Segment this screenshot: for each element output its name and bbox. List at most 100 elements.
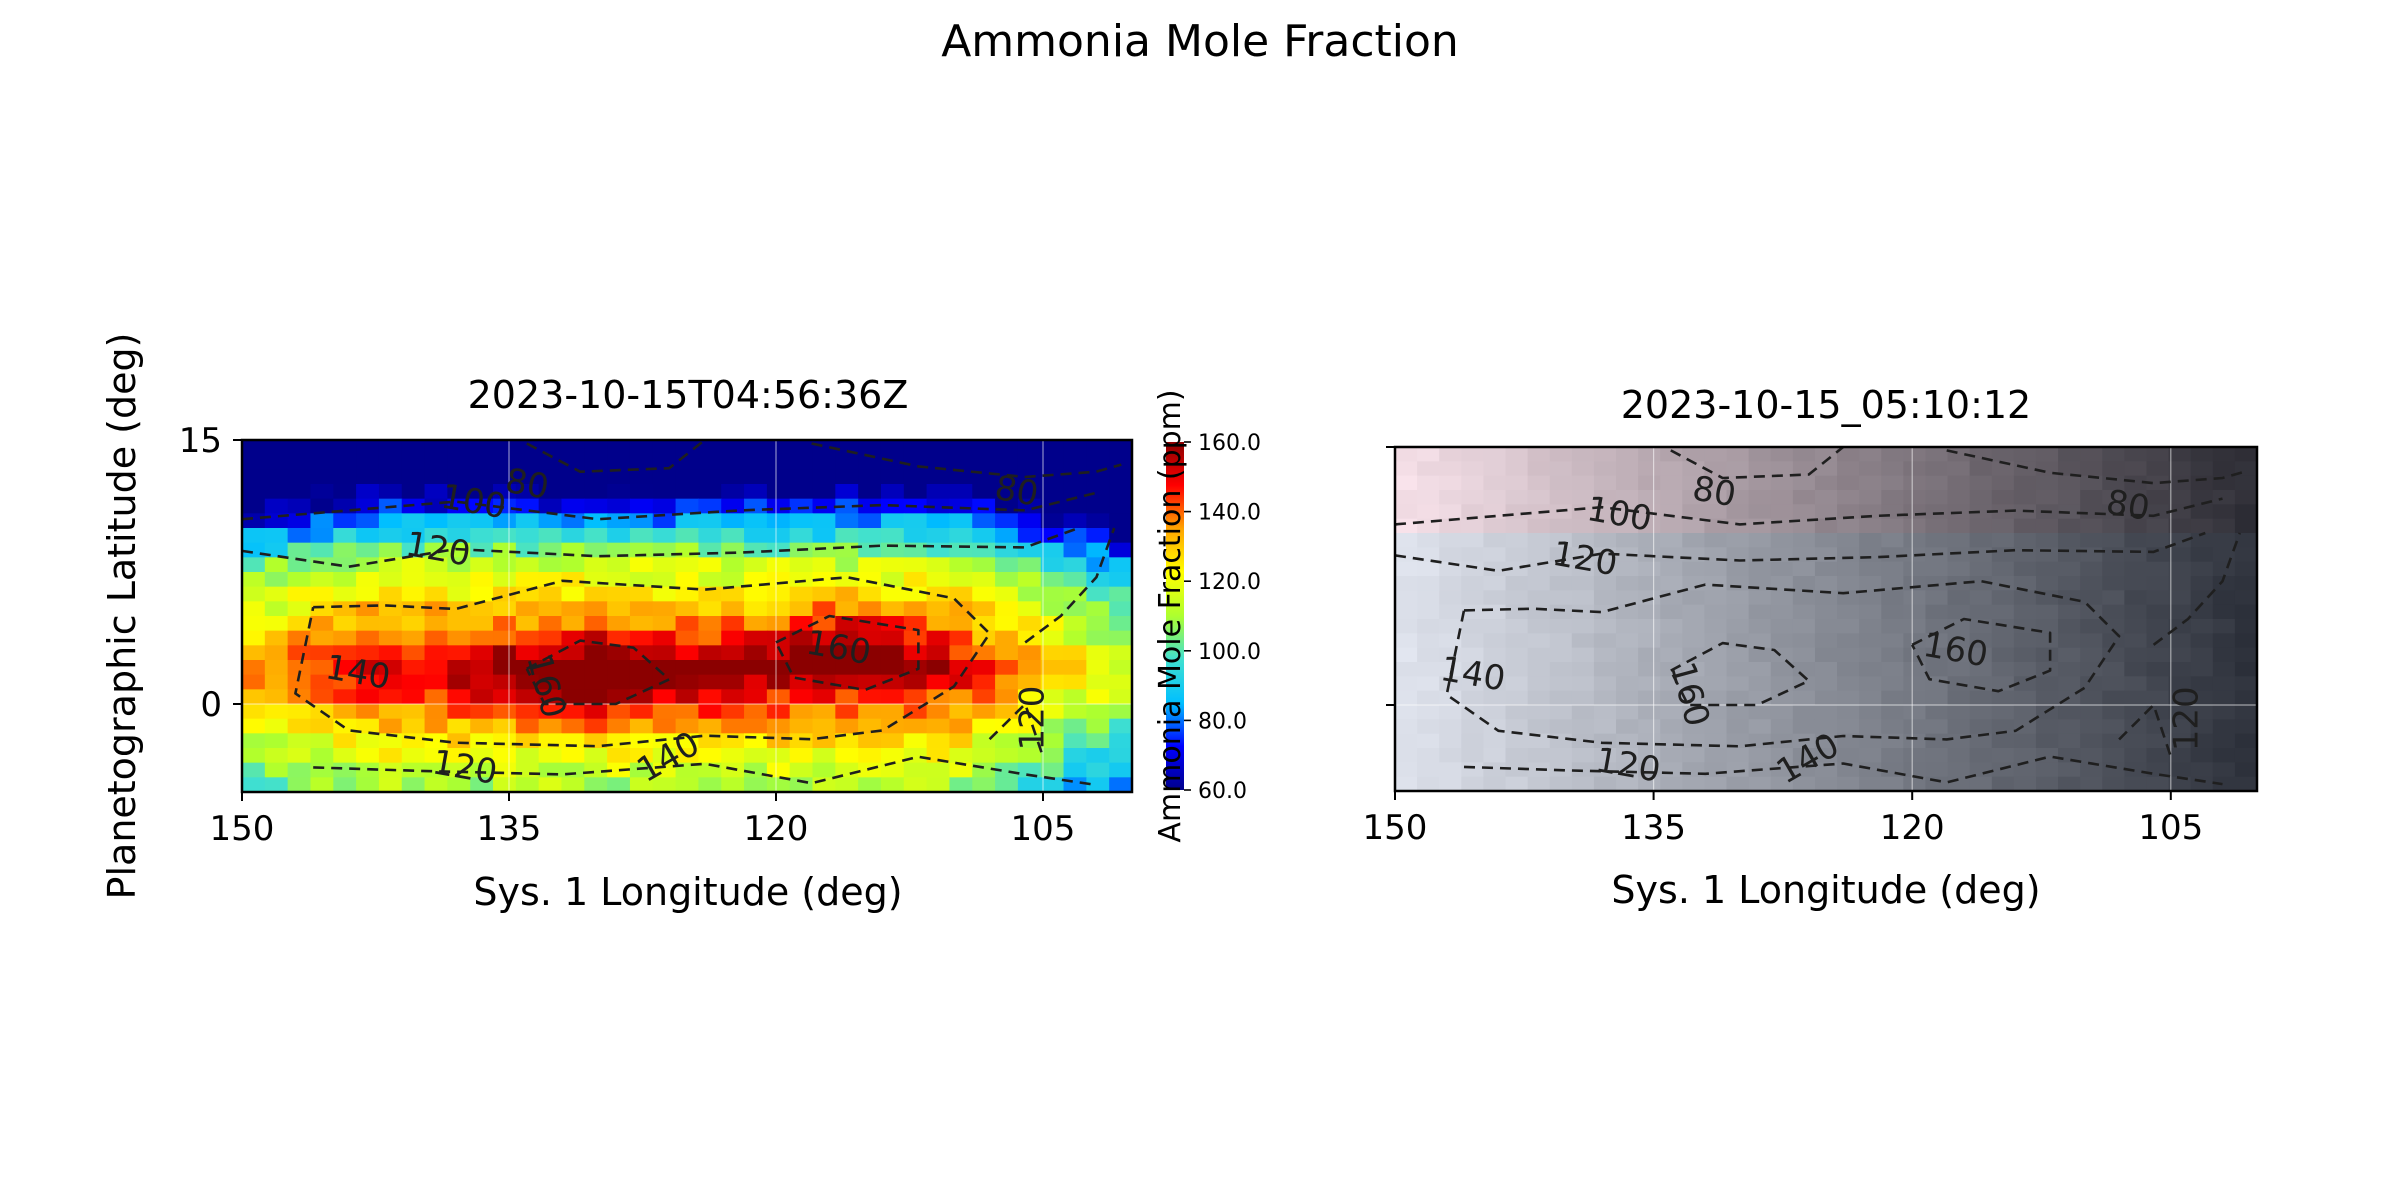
heatmap-cell — [1638, 576, 1661, 591]
heatmap-cell — [721, 469, 745, 485]
heatmap-cell — [2058, 518, 2081, 534]
heatmap-cell — [1505, 619, 1529, 634]
heatmap-cell — [2212, 705, 2236, 720]
heatmap-cell — [629, 718, 654, 734]
contour-label: 120 — [1013, 686, 1053, 751]
heatmap-cell — [333, 674, 357, 690]
heatmap-cell — [949, 440, 973, 456]
heatmap-cell — [789, 528, 814, 544]
heatmap-cell — [264, 498, 289, 514]
heatmap-cell — [1063, 586, 1087, 602]
heatmap-cell — [1660, 690, 1683, 706]
heatmap-cell — [1017, 484, 1042, 500]
heatmap-cell — [333, 616, 357, 632]
heatmap-cell — [1086, 762, 1110, 778]
heatmap-cell — [401, 601, 426, 617]
heatmap-cell — [1527, 533, 1551, 548]
heatmap-cell — [2146, 447, 2170, 462]
heatmap-cell — [1063, 454, 1087, 470]
heatmap-cell — [652, 484, 677, 500]
heatmap-cell — [1395, 776, 1418, 792]
heatmap-cell — [835, 748, 859, 764]
heatmap-cell — [1395, 490, 1418, 505]
heatmap-cell — [493, 645, 517, 661]
colorbar-gradient — [1166, 442, 1184, 790]
heatmap-cell — [424, 528, 448, 544]
heatmap-cell — [1881, 748, 1904, 763]
heatmap-cell — [310, 616, 334, 632]
heatmap-cell — [1461, 576, 1485, 591]
heatmap-cell — [2146, 776, 2170, 792]
heatmap-cell — [561, 440, 585, 456]
heatmap-cell — [310, 601, 334, 617]
heatmap-cell — [1682, 705, 1706, 720]
heatmap-cell — [264, 616, 289, 632]
heatmap-cell — [607, 484, 631, 500]
heatmap-cell — [584, 674, 608, 690]
heatmap-cell — [1616, 705, 1639, 720]
heatmap-cell — [949, 542, 973, 558]
heatmap-cell — [1086, 704, 1110, 720]
heatmap-cell — [880, 645, 905, 661]
heatmap-cell — [401, 704, 426, 720]
heatmap-cell — [2234, 533, 2258, 548]
heatmap-cell — [1792, 561, 1816, 577]
heatmap-cell — [378, 542, 403, 558]
heatmap-cell — [538, 454, 563, 470]
heatmap-cell — [1947, 604, 1971, 620]
heatmap-cell — [1571, 604, 1595, 620]
heatmap-cell — [2234, 590, 2258, 606]
heatmap-cell — [538, 542, 563, 558]
heatmap-cell — [1571, 461, 1595, 477]
heatmap-cell — [629, 689, 654, 705]
heatmap-cell — [1505, 762, 1529, 778]
heatmap-cell — [1571, 690, 1595, 706]
heatmap-cell — [242, 674, 266, 690]
heatmap-cell — [812, 660, 836, 676]
heatmap-cell — [766, 586, 791, 602]
heatmap-cell — [1638, 561, 1661, 577]
heatmap-cell — [2102, 762, 2125, 778]
heatmap-cell — [356, 718, 380, 734]
heatmap-cell — [1505, 662, 1529, 677]
heatmap-cell — [287, 616, 312, 632]
heatmap-cell — [629, 762, 654, 778]
heatmap-cell — [880, 748, 905, 764]
heatmap-cell — [1748, 461, 1772, 477]
heatmap-cell — [1593, 647, 1617, 663]
heatmap-cell — [1017, 689, 1042, 705]
heatmap-cell — [789, 616, 814, 632]
heatmap-cell — [1969, 733, 1993, 749]
heatmap-cell — [835, 630, 859, 646]
heatmap-cell — [378, 586, 403, 602]
heatmap-cell — [949, 704, 973, 720]
heatmap-cell — [789, 454, 814, 470]
heatmap-cell — [607, 777, 631, 793]
heatmap-cell — [880, 469, 905, 485]
heatmap-cell — [447, 440, 471, 456]
heatmap-cell — [949, 528, 973, 544]
heatmap-cell — [242, 498, 266, 514]
heatmap-cell — [744, 616, 768, 632]
heatmap-cell — [2190, 705, 2214, 720]
heatmap-cell — [1814, 576, 1838, 591]
heatmap-cell — [401, 572, 426, 588]
heatmap-cell — [2080, 504, 2103, 520]
heatmap-cell — [2035, 490, 2059, 505]
right-contours — [1394, 445, 2248, 786]
heatmap-cell — [629, 616, 654, 632]
heatmap-cell — [1086, 586, 1110, 602]
heatmap-cell — [1726, 447, 1750, 462]
heatmap-cell — [2190, 748, 2214, 763]
heatmap-cell — [1814, 604, 1838, 620]
heatmap-cell — [1792, 748, 1816, 763]
heatmap-cell — [1947, 776, 1971, 792]
heatmap-cell — [2035, 733, 2059, 749]
heatmap-cell — [812, 513, 836, 529]
heatmap-cell — [858, 454, 882, 470]
heatmap-cell — [1063, 542, 1087, 558]
heatmap-cell — [333, 630, 357, 646]
heatmap-cell — [698, 586, 722, 602]
heatmap-cell — [1704, 705, 1728, 720]
